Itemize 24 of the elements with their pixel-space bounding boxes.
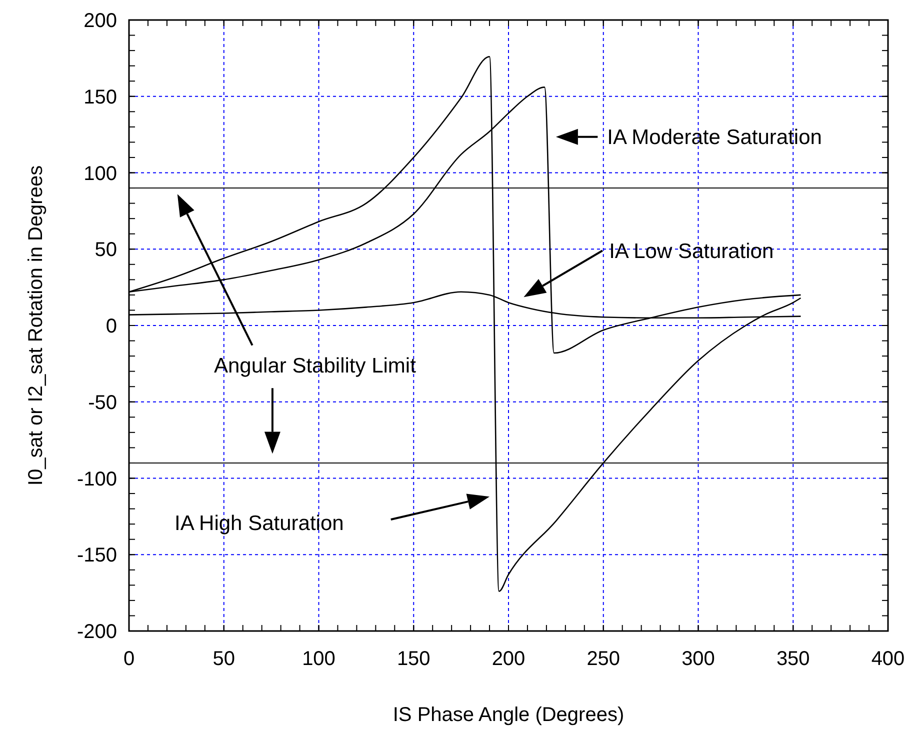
y-axis-title: I0_sat or I2_sat Rotation in Degrees <box>25 165 47 486</box>
x-tick-label: 250 <box>586 648 620 670</box>
x-axis-title: IS Phase Angle (Degrees) <box>392 704 624 726</box>
x-tick-label: 200 <box>492 648 526 670</box>
x-tick-label: 100 <box>302 648 336 670</box>
y-tick-label: 150 <box>84 86 117 108</box>
x-tick-label: 350 <box>776 648 810 670</box>
y-tick-label: 0 <box>106 316 117 338</box>
x-tick-label: 400 <box>871 648 905 670</box>
x-tick-label: 0 <box>123 648 135 670</box>
y-tick-label: -150 <box>76 544 117 567</box>
x-tick-label: 300 <box>682 648 715 670</box>
y-tick-label: 200 <box>84 10 117 32</box>
annotation: IA Moderate Saturation <box>607 126 822 150</box>
x-tick-label: 50 <box>212 648 235 670</box>
x-tick-label: 150 <box>396 648 430 670</box>
y-tick-label: -100 <box>76 468 117 490</box>
annotation: IA High Saturation <box>174 512 344 535</box>
annotation: IA Low Saturation <box>609 240 774 264</box>
y-tick-label: -50 <box>88 392 117 414</box>
annotation: Angular Stability Limit <box>214 354 416 378</box>
y-tick-label: -200 <box>76 621 117 643</box>
y-tick-label: 100 <box>84 162 117 185</box>
y-tick-label: 50 <box>94 239 117 262</box>
